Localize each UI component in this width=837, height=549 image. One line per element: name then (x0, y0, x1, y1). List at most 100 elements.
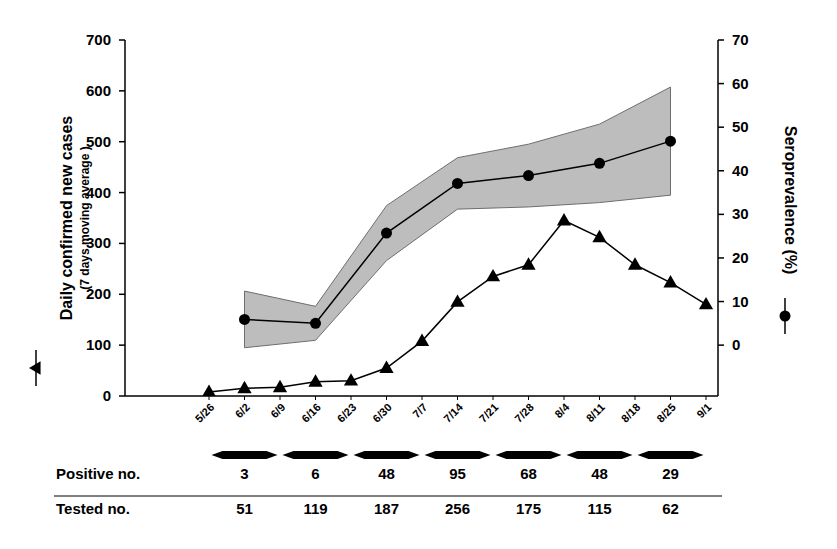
x-tick (351, 396, 352, 400)
data-point (486, 269, 500, 281)
x-tick (315, 396, 316, 400)
y2-axis-line (717, 40, 719, 396)
data-point (699, 297, 713, 309)
x-tick-label: 6/30 (370, 401, 394, 425)
y-tick (119, 39, 125, 41)
y2-tick (718, 170, 724, 172)
period-bar (425, 451, 491, 459)
table-cell: 3 (240, 465, 248, 482)
y2-tick-label: 70 (732, 31, 749, 48)
x-tick (457, 396, 458, 400)
y2-tick (718, 301, 724, 303)
y-tick-label: 700 (86, 31, 111, 48)
x-tick (635, 396, 636, 400)
plot-area (202, 87, 713, 396)
y2-tick-label: 40 (732, 162, 749, 179)
y-tick-label: 0 (103, 387, 111, 404)
y-tick-label: 600 (86, 82, 111, 99)
x-tick-label: 6/16 (299, 401, 323, 425)
data-point (415, 334, 429, 346)
x-tick (564, 396, 565, 400)
ci-band (245, 87, 671, 348)
y2-tick (718, 126, 724, 128)
data-point (381, 228, 392, 239)
period-bar (638, 451, 704, 459)
x-tick-label: 8/25 (654, 401, 678, 425)
y-tick (119, 141, 125, 143)
x-tick (386, 396, 387, 400)
y-axis-title: Daily confirmed new cases (58, 116, 75, 321)
x-tick-label: 7/21 (477, 401, 501, 425)
y2-tick (718, 257, 724, 259)
x-tick (280, 396, 281, 400)
y-tick-label: 100 (86, 336, 111, 353)
x-tick (422, 396, 423, 400)
x-tick (244, 396, 245, 400)
data-point (308, 374, 322, 386)
y-axis-subtitle: (7 days moving average ) (78, 146, 92, 289)
data-point (310, 318, 321, 329)
x-tick (528, 396, 529, 400)
data-point (628, 257, 642, 269)
x-tick-label: 7/28 (512, 401, 536, 425)
x-tick-label: 9/1 (694, 401, 713, 420)
table-row-label: Tested no. (56, 500, 130, 517)
y-axis-line (124, 40, 126, 396)
x-tick-label: 6/2 (233, 401, 252, 420)
data-point (273, 380, 287, 392)
x-tick-label: 8/4 (552, 400, 572, 420)
y-tick (119, 344, 125, 346)
y2-tick (718, 344, 724, 346)
x-tick-label: 8/18 (619, 401, 643, 425)
y2-tick-label: 50 (732, 118, 749, 135)
y2-tick-label: 20 (732, 249, 749, 266)
data-point (202, 384, 216, 396)
table-cell: 62 (662, 500, 679, 517)
x-tick-label: 6/23 (335, 401, 359, 425)
y2-tick (718, 83, 724, 85)
y-axis-key (29, 350, 41, 386)
data-point (592, 230, 606, 242)
data-point (665, 136, 676, 147)
table-row-label: Positive no. (56, 465, 140, 482)
table-cell: 48 (378, 465, 395, 482)
table-cell: 115 (587, 500, 611, 517)
x-tick (706, 396, 707, 400)
x-tick (209, 396, 210, 400)
table-cell: 119 (303, 500, 327, 517)
period-bar (283, 451, 349, 459)
y-tick (119, 294, 125, 296)
x-tick (670, 396, 671, 400)
table-cell: 48 (591, 465, 608, 482)
x-tick (599, 396, 600, 400)
y-tick (119, 192, 125, 194)
x-tick-label: 5/26 (193, 401, 217, 425)
data-point (450, 294, 464, 306)
table-cell: 51 (236, 500, 253, 517)
period-bar (212, 451, 278, 459)
x-tick-label: 6/9 (268, 401, 287, 420)
x-tick (493, 396, 494, 400)
table-cell: 29 (662, 465, 679, 482)
period-bar (567, 451, 633, 459)
y-tick (119, 243, 125, 245)
table-cell: 6 (311, 465, 319, 482)
table-cell: 256 (445, 500, 470, 517)
y2-tick-label: 10 (732, 293, 749, 310)
series-line (209, 221, 706, 392)
chart: 01002003004005006007000102030405060705/2… (0, 0, 837, 549)
y2-axis-title: Seroprevalence (%) (782, 126, 799, 275)
data-point (523, 170, 534, 181)
x-tick-label: 8/11 (584, 401, 607, 424)
table-rule (54, 496, 722, 497)
data-point (521, 257, 535, 269)
background (0, 0, 837, 549)
data-point (557, 213, 571, 225)
data-point (379, 361, 393, 373)
data-point (237, 381, 251, 393)
key-marker (29, 361, 41, 374)
y2-tick (718, 214, 724, 216)
x-tick-label: 7/7 (410, 401, 429, 420)
period-bar (354, 451, 420, 459)
period-bar (496, 451, 562, 459)
